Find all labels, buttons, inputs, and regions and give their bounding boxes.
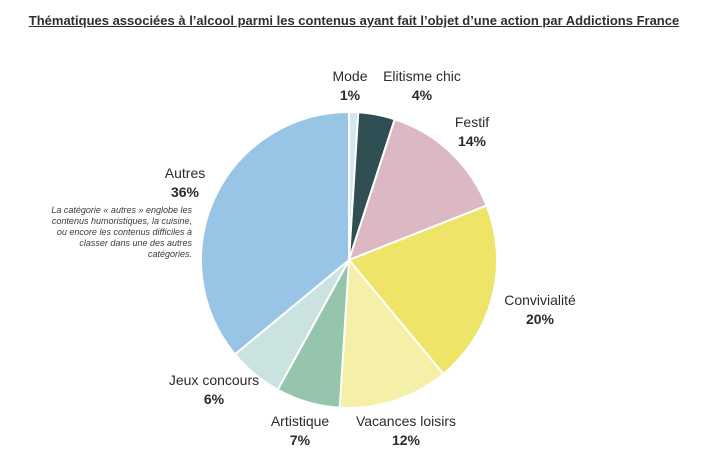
pie-slice-festif xyxy=(348,118,488,261)
chart-title: Thématiques associées à l’alcool parmi l… xyxy=(28,13,680,28)
label-elitisme-chic-name: Elitisme chic xyxy=(383,68,461,84)
label-convivialite: Convivialité 20% xyxy=(490,291,590,329)
label-jeux-concours-name: Jeux concours xyxy=(168,372,260,388)
label-elitisme-chic: Elitisme chic 4% xyxy=(372,67,472,105)
label-vacances-loisirs: Vacances loisirs 12% xyxy=(336,412,476,450)
label-mode-name: Mode xyxy=(332,68,368,84)
label-artistique-value: 7% xyxy=(289,432,311,448)
pie-slice-autres xyxy=(200,111,350,356)
label-artistique-name: Artistique xyxy=(270,413,330,429)
label-convivialite-name: Convivialité xyxy=(504,292,576,308)
pie-slice-vacances-loisirs xyxy=(338,259,445,410)
label-artistique: Artistique 7% xyxy=(256,412,344,450)
autres-category-note: La catégorie « autres » englobe les cont… xyxy=(51,205,192,259)
label-elitisme-chic-value: 4% xyxy=(411,87,433,103)
label-festif-name: Festif xyxy=(454,114,490,130)
label-mode: Mode 1% xyxy=(330,67,370,105)
label-jeux-concours-value: 6% xyxy=(203,391,225,407)
label-jeux-concours: Jeux concours 6% xyxy=(156,371,272,409)
label-festif-value: 14% xyxy=(457,133,487,149)
label-mode-value: 1% xyxy=(339,87,361,103)
label-autres: Autres 36% xyxy=(150,164,220,202)
label-festif: Festif 14% xyxy=(440,113,504,151)
label-vacances-loisirs-name: Vacances loisirs xyxy=(355,413,457,429)
label-convivialite-value: 20% xyxy=(525,311,555,327)
label-vacances-loisirs-value: 12% xyxy=(391,432,421,448)
label-autres-name: Autres xyxy=(164,165,206,181)
pie-slice-convivialite xyxy=(348,204,498,376)
label-autres-value: 36% xyxy=(170,184,200,200)
